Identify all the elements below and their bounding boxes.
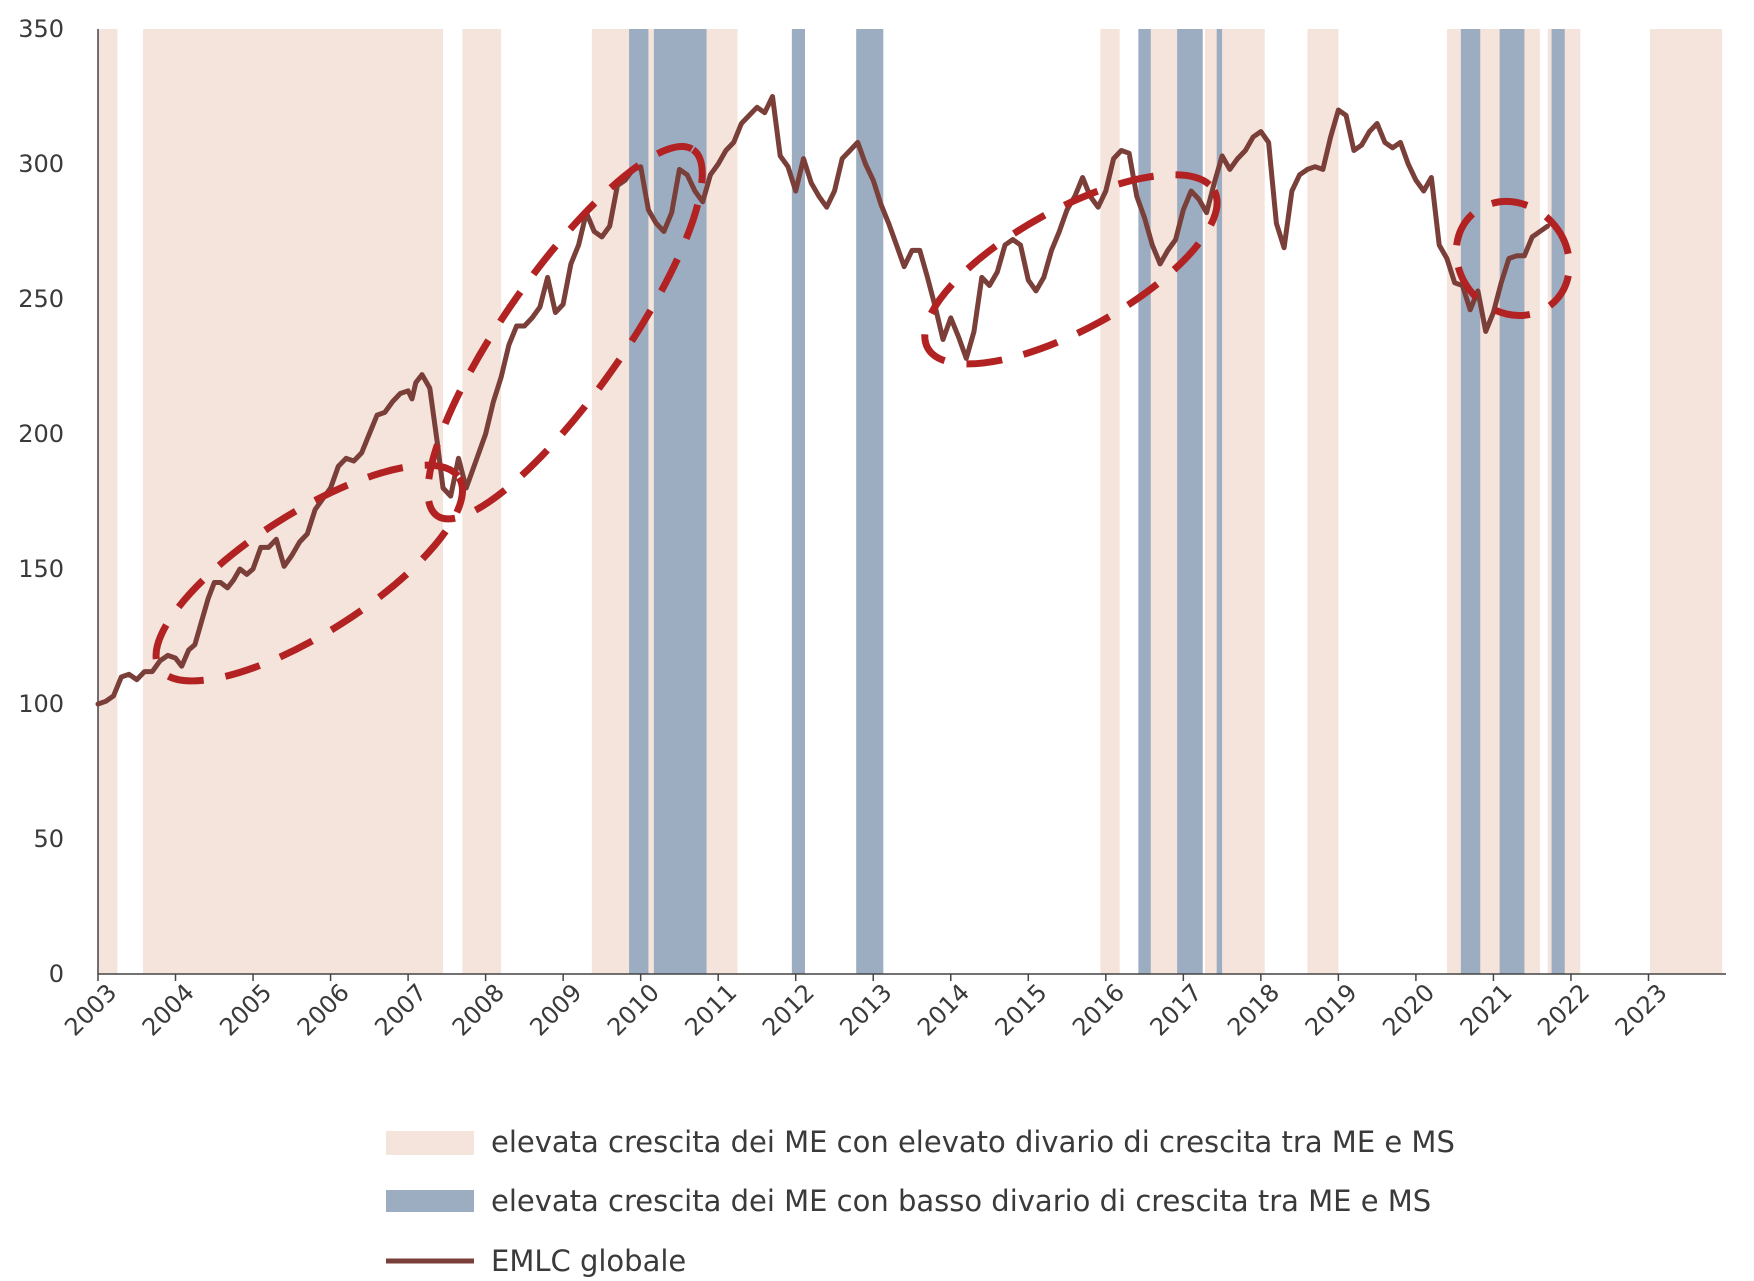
- x-tick-label: 2020: [1377, 978, 1440, 1041]
- dashed-ellipse-2: [921, 171, 1221, 368]
- y-tick-label: 350: [18, 15, 64, 43]
- x-tick-label: 2017: [1145, 978, 1208, 1041]
- y-tick-label: 200: [18, 420, 64, 448]
- high-gap-band-11: [1650, 29, 1723, 974]
- x-tick-label: 2006: [292, 978, 355, 1041]
- low-gap-band-4: [1138, 29, 1151, 974]
- x-tick-label: 2008: [447, 978, 510, 1041]
- legend-item-high-gap: elevata crescita dei ME con elevato diva…: [386, 1125, 1455, 1159]
- low-gap-band-1: [653, 29, 707, 974]
- low-gap-bands: [629, 29, 1565, 974]
- legend-label-emlc: EMLC globale: [491, 1244, 686, 1278]
- y-tick-label: 0: [49, 960, 64, 988]
- legend-swatch-low-gap: [386, 1190, 474, 1212]
- x-tick-label: 2018: [1222, 978, 1285, 1041]
- x-tick-label: 2013: [834, 978, 897, 1041]
- low-gap-band-9: [1551, 29, 1565, 974]
- x-tick-label: 2012: [757, 978, 820, 1041]
- legend-label-high-gap: elevata crescita dei ME con elevato diva…: [491, 1125, 1455, 1159]
- high-gap-band-6: [1205, 29, 1219, 974]
- low-gap-band-2: [791, 29, 806, 974]
- high-gap-band-8: [1307, 29, 1339, 974]
- low-gap-band-5: [1177, 29, 1203, 974]
- high-gap-band-0: [98, 29, 118, 974]
- y-tick-label: 300: [18, 150, 64, 178]
- low-gap-band-6: [1216, 29, 1223, 974]
- dashed-ellipse-0: [152, 461, 466, 685]
- x-tick-label: 2019: [1300, 978, 1363, 1041]
- high-gap-bands: [98, 29, 1723, 974]
- y-tick-labels: 0 50 100 150 200 250 300 350: [18, 15, 64, 988]
- low-gap-band-8: [1499, 29, 1525, 974]
- x-tick-marks: [97, 974, 1650, 981]
- dashed-ellipse-1: [424, 143, 706, 523]
- legend-swatch-high-gap: [386, 1131, 474, 1155]
- x-tick-labels: 2003 2004 2005 2006 2007 2008 2009 2010 2011 2012…: [59, 978, 1672, 1041]
- x-tick-label: 2011: [679, 978, 742, 1041]
- dashed-ellipse-annotations: [152, 143, 1573, 685]
- y-tick-label: 250: [18, 285, 64, 313]
- dashed-ellipse-3: [1452, 197, 1573, 320]
- legend-label-low-gap: elevata crescita dei ME con basso divari…: [491, 1184, 1431, 1218]
- x-tick-label: 2009: [524, 978, 587, 1041]
- high-gap-band-4: [1100, 29, 1120, 974]
- legend: elevata crescita dei ME con elevato diva…: [386, 1125, 1455, 1278]
- legend-item-emlc: EMLC globale: [386, 1244, 686, 1278]
- x-tick-label: 2022: [1532, 978, 1595, 1041]
- x-tick-label: 2010: [602, 978, 665, 1041]
- low-gap-band-7: [1460, 29, 1481, 974]
- y-tick-label: 100: [18, 690, 64, 718]
- legend-item-low-gap: elevata crescita dei ME con basso divari…: [386, 1184, 1431, 1218]
- x-tick-label: 2015: [990, 978, 1053, 1041]
- y-tick-label: 50: [33, 825, 64, 853]
- x-tick-label: 2023: [1610, 978, 1673, 1041]
- low-gap-band-0: [629, 29, 649, 974]
- high-gap-band-1: [142, 29, 443, 974]
- x-tick-label: 2003: [59, 978, 122, 1041]
- x-tick-label: 2007: [369, 978, 432, 1041]
- x-tick-label: 2005: [214, 978, 277, 1041]
- x-tick-label: 2021: [1455, 978, 1518, 1041]
- high-gap-band-7: [1222, 29, 1265, 974]
- x-tick-label: 2016: [1067, 978, 1130, 1041]
- low-gap-band-3: [856, 29, 884, 974]
- x-tick-label: 2004: [137, 978, 200, 1041]
- y-tick-label: 150: [18, 555, 64, 583]
- x-tick-label: 2014: [912, 978, 975, 1041]
